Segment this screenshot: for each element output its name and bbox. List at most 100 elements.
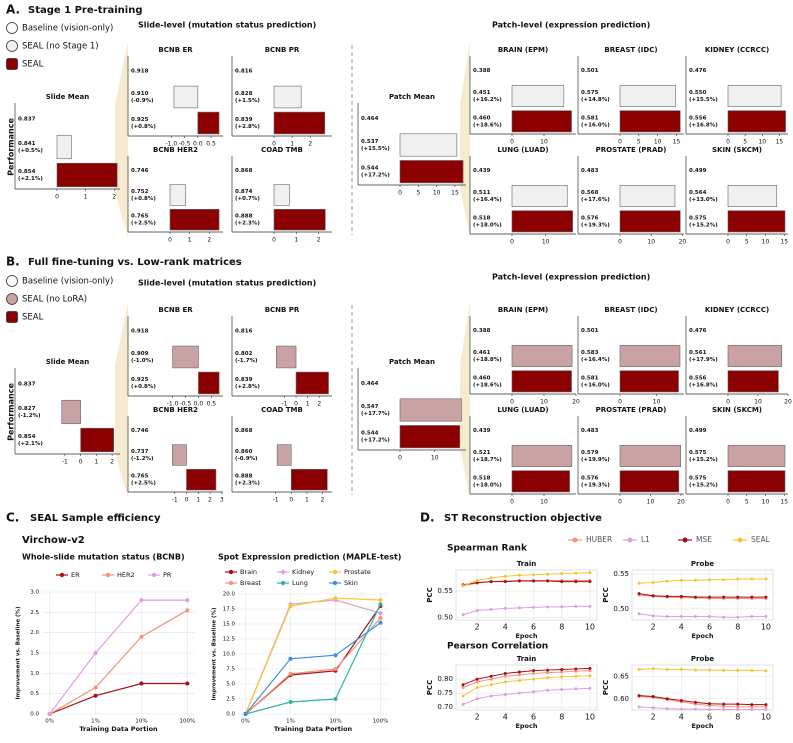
- series-line: [462, 687, 590, 705]
- value-label: (+16.8%): [689, 382, 718, 388]
- series-line: [245, 622, 381, 715]
- data-point: [588, 604, 592, 608]
- value-label: (+2.3%): [235, 221, 260, 227]
- chart-title: KIDNEY (CCRCC): [705, 306, 769, 314]
- data-point: [378, 620, 383, 625]
- series-line: [639, 695, 766, 706]
- data-point: [185, 608, 190, 613]
- value-label: (+19.3%): [581, 222, 610, 228]
- data-point: [503, 674, 507, 678]
- x-axis-label: Training Data Portion: [274, 725, 353, 733]
- data-point: [736, 705, 740, 709]
- data-point: [288, 671, 293, 676]
- value-label: (+0.8%): [131, 384, 156, 390]
- row-label: 0.521: [473, 450, 491, 456]
- chart-title: Probe: [691, 655, 714, 663]
- x-tick-label: 5: [637, 139, 641, 146]
- series-line: [49, 609, 188, 715]
- data-point: [517, 579, 521, 583]
- row-label: 0.575: [689, 215, 707, 221]
- value-label: (+15.2%): [689, 482, 718, 488]
- data-point: [288, 700, 293, 704]
- chart-title: BRAIN (EPM): [498, 306, 548, 314]
- data-point: [708, 578, 712, 582]
- series-line: [639, 668, 766, 672]
- row-label: 0.752: [131, 189, 149, 195]
- row-label: 0.464: [361, 381, 379, 387]
- data-point: [588, 571, 592, 575]
- x-tick-label: 10: [540, 139, 548, 146]
- bar: [273, 85, 302, 109]
- plot-area: [631, 569, 774, 621]
- x-tick-label: 0: [618, 239, 622, 246]
- row-label: 0.483: [581, 428, 599, 434]
- row-label: 0.451: [473, 90, 491, 96]
- series-line: [639, 594, 766, 599]
- data-point: [461, 694, 465, 698]
- data-point: [665, 697, 669, 701]
- row-label: 0.841: [18, 141, 36, 147]
- legend-marker: [59, 572, 65, 578]
- row-label: 0.388: [473, 68, 491, 74]
- row-label: 0.579: [581, 450, 599, 456]
- data-point: [489, 607, 493, 611]
- data-point: [736, 615, 740, 619]
- row-label: 0.544: [361, 431, 379, 437]
- x-tick-label: 6: [531, 623, 536, 632]
- value-label: (+16.0%): [581, 122, 610, 128]
- data-point: [764, 669, 768, 673]
- zoom-wedge: [115, 302, 128, 498]
- x-tick-label: 1: [196, 497, 200, 504]
- y-tick-label: 1.5: [30, 651, 39, 657]
- x-tick-label: 2: [308, 141, 312, 148]
- value-label: (+0.7%): [235, 196, 260, 202]
- x-tick-label: 5: [745, 499, 749, 506]
- legend-label: SEAL: [22, 60, 44, 70]
- row-label: 0.868: [235, 168, 253, 174]
- legend-label: Baseline (vision-only): [22, 24, 113, 34]
- chart-title: BCNB HER2: [153, 406, 198, 414]
- row-label: 0.439: [473, 168, 491, 174]
- row-label: 0.483: [581, 168, 599, 174]
- data-point: [722, 704, 726, 708]
- row-label: 0.925: [131, 117, 149, 123]
- row-label: 0.737: [131, 449, 149, 455]
- value-label: (+2.8%): [235, 384, 260, 390]
- legend-marker: [737, 537, 743, 543]
- bar: [727, 85, 782, 107]
- x-tick-label: 0: [510, 239, 514, 246]
- x-tick-label: 10: [540, 499, 548, 506]
- bar: [511, 470, 570, 493]
- data-point: [139, 598, 144, 603]
- data-point: [461, 613, 465, 617]
- bar: [399, 425, 461, 449]
- x-tick-label: 0: [726, 499, 730, 506]
- x-tick-label: 1: [84, 194, 88, 201]
- data-point: [750, 577, 754, 581]
- panel-label: C.: [6, 511, 19, 525]
- row-label: 0.765: [131, 214, 149, 220]
- legend-label: SEAL (no LoRA): [22, 295, 87, 305]
- row-label: 0.575: [689, 450, 707, 456]
- x-tick-label: 10: [762, 499, 770, 506]
- row-label: 0.439: [473, 428, 491, 434]
- section-header: Spearman Rank: [447, 544, 528, 554]
- bar: [511, 345, 573, 367]
- bar: [727, 470, 786, 493]
- zoom-wedge: [460, 42, 470, 238]
- bar: [511, 185, 568, 207]
- legend-marker: [105, 572, 111, 578]
- data-point: [517, 573, 521, 577]
- data-point: [517, 673, 521, 677]
- x-tick-label: 20: [784, 399, 792, 406]
- value-label: (+2.1%): [18, 441, 43, 447]
- bar: [511, 210, 573, 233]
- bar: [295, 371, 329, 395]
- x-tick-label: 5: [745, 239, 749, 246]
- x-tick-label: 1: [305, 497, 309, 504]
- data-point: [637, 694, 641, 698]
- value-label: (+18.7%): [473, 457, 502, 463]
- x-tick-label: 4: [679, 713, 684, 722]
- row-label: 0.828: [235, 91, 253, 97]
- chart-title: PROSTATE (PRAD): [596, 406, 667, 414]
